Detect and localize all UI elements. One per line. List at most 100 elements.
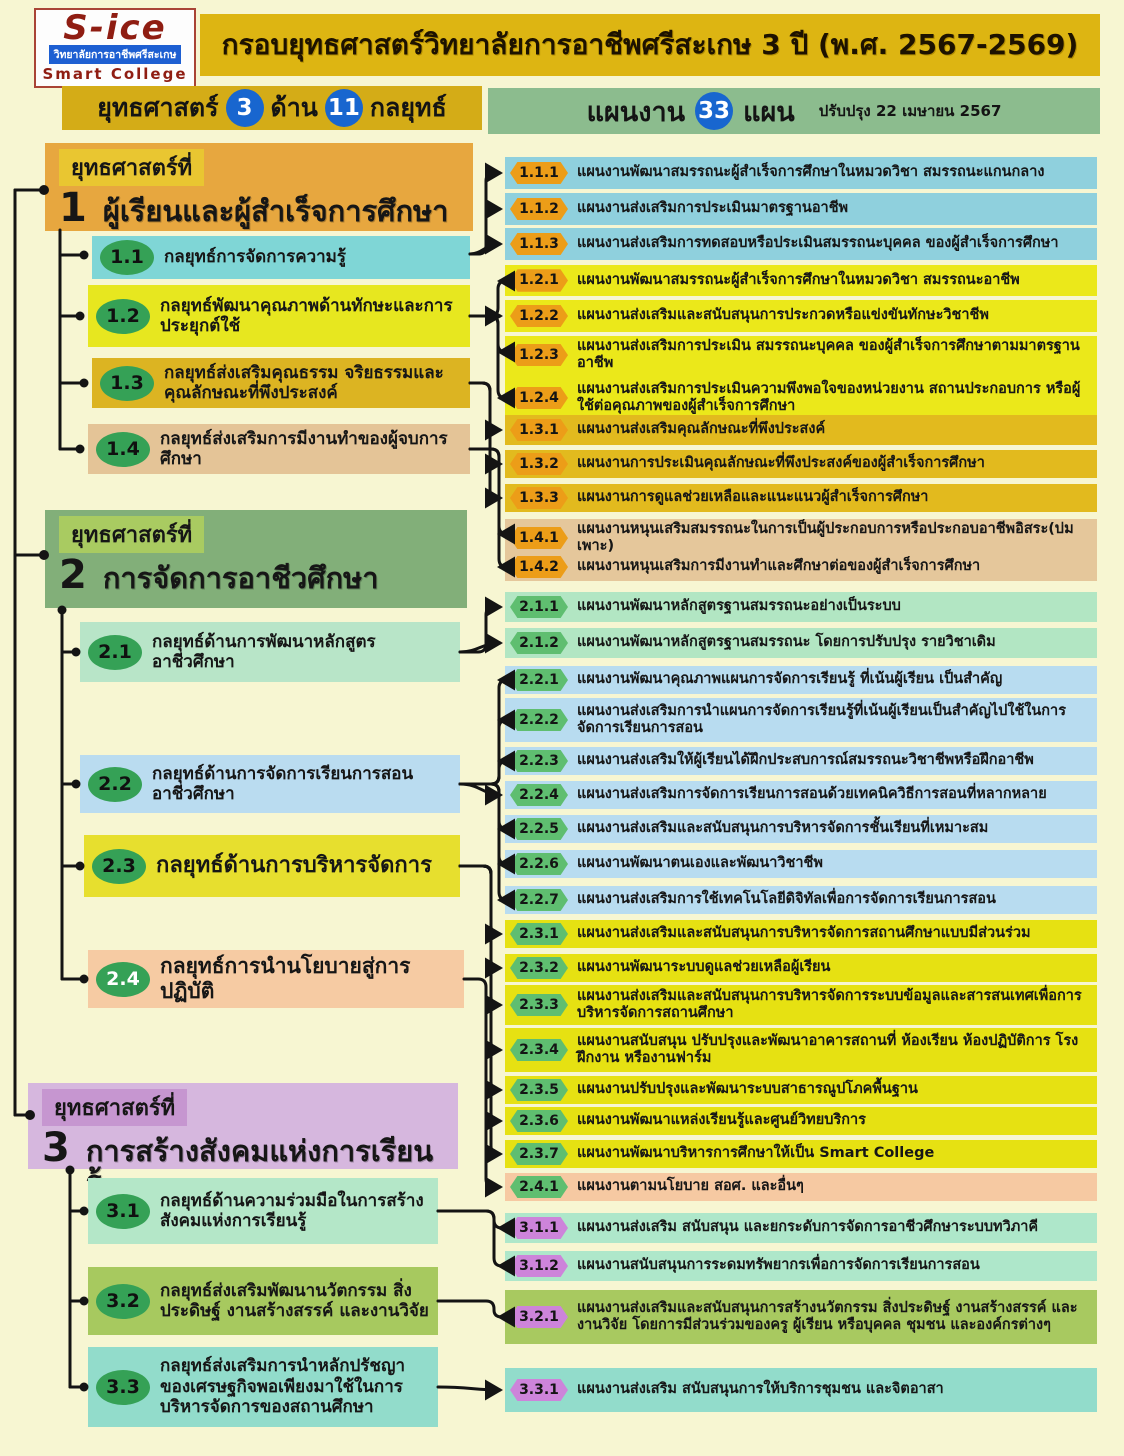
plan-label: แผนงานพัฒนาหลักสูตรฐานสมรรถนะอย่างเป็นระ… (577, 598, 901, 615)
tactic-1-4: 1.4 กลยุทธ์ส่งเสริมการมีงานทำของผู้จบการ… (88, 424, 470, 474)
plan-id-badge: 1.4.1 (510, 526, 568, 550)
strategy-1-tag: ยุทธศาสตร์ที่ (59, 149, 205, 186)
tactic-1-2-badge: 1.2 (96, 298, 150, 334)
plan-id-badge: 3.1.1 (510, 1216, 568, 1240)
plan-label: แผนงานพัฒนาบริหารการศึกษาให้เป็น Smart C… (577, 1145, 935, 1162)
plan-row-2-2-3: 2.2.3 แผนงานส่งเสริมให้ผู้เรียนได้ฝึกประ… (505, 747, 1097, 775)
plan-row-1-1-2: 1.1.2 แผนงานส่งเสริมการประเมินมาตรฐานอาช… (505, 193, 1097, 225)
plan-label: แผนงานส่งเสริมการทดสอบหรือประเมินสมรรถนะ… (577, 235, 1059, 252)
plan-id-badge: 2.2.2 (510, 708, 568, 732)
tactic-1-1-badge: 1.1 (100, 240, 154, 275)
plan-id-badge: 3.2.1 (510, 1305, 568, 1329)
logo-brand: S-ice (63, 8, 167, 49)
tactics-label: กลยุทธ์ (369, 93, 447, 122)
plan-id-badge: 3.3.1 (510, 1378, 568, 1402)
tactic-1-3: 1.3 กลยุทธ์ส่งเสริมคุณธรรม จริยธรรมและคุ… (92, 358, 470, 408)
plan-row-1-3-3: 1.3.3 แผนงานการดูแลช่วยเหลือและแนะแนวผู้… (505, 484, 1097, 512)
plan-row-2-3-2: 2.3.2 แผนงานพัฒนาระบบดูแลช่วยเหลือผู้เรี… (505, 954, 1097, 982)
tactic-3-1-label: กลยุทธ์ด้านความร่วมมือในการสร้างสังคมแห่… (160, 1190, 424, 1231)
plan-row-2-3-4: 2.3.4 แผนงานสนับสนุน ปรับปรุงและพัฒนาอาค… (505, 1028, 1097, 1072)
strategy-1-header: ยุทธศาสตร์ที่ 1 ผู้เรียนและผู้สำเร็จการศ… (45, 143, 473, 231)
plan-id-badge: 2.2.6 (510, 852, 568, 876)
plan-label: แผนงานส่งเสริมและสนับสนุนการบริหารจัดการ… (577, 987, 1082, 1021)
strategy-3-number: 3 (42, 1125, 70, 1171)
plan-row-2-1-2: 2.1.2 แผนงานพัฒนาหลักสูตรฐานสมรรถนะ โดยก… (505, 628, 1097, 658)
plan-row-2-3-3: 2.3.3 แผนงานส่งเสริมและสนับสนุนการบริหาร… (505, 985, 1097, 1025)
page-title: กรอบยุทธศาสตร์วิทยาลัยการอาชีพศรีสะเกษ 3… (200, 14, 1100, 76)
plan-label: แผนงานส่งเสริมและสนับสนุนการสร้างนวัตกรร… (577, 1299, 1078, 1333)
plan-row-2-3-6: 2.3.6 แผนงานพัฒนาแหล่งเรียนรู้และศูนย์วิ… (505, 1107, 1097, 1135)
plan-label: แผนงานพัฒนาแหล่งเรียนรู้และศูนย์วิทยบริก… (577, 1112, 866, 1129)
tactic-3-1: 3.1 กลยุทธ์ด้านความร่วมมือในการสร้างสังค… (88, 1178, 438, 1244)
plan-row-1-3-1: 1.3.1 แผนงานส่งเสริมคุณลักษณะที่พึงประสง… (505, 415, 1097, 445)
tactic-2-1-badge: 2.1 (88, 634, 142, 670)
strategies-count-badge: 3 (225, 89, 264, 127)
plan-row-2-1-1: 2.1.1 แผนงานพัฒนาหลักสูตรฐานสมรรถนะอย่าง… (505, 592, 1097, 622)
plan-id-badge: 2.2.1 (510, 668, 568, 692)
plan-row-1-4-1: 1.4.1 แผนงานหนุนเสริมสมรรถนะในการเป็นผู้… (505, 519, 1097, 558)
plan-label: แผนงานส่งเสริม สนับสนุนการให้บริการชุมชน… (577, 1381, 944, 1398)
plan-id-badge: 1.2.3 (510, 343, 568, 367)
plan-label: แผนงานส่งเสริมการใช้เทคโนโลยีดิจิทัลเพื่… (577, 891, 996, 908)
plan-label: แผนงานหนุนเสริมสมรรถนะในการเป็นผู้ประกอบ… (577, 521, 1074, 555)
plan-label: แผนงานส่งเสริมและสนับสนุนการประกวดหรือแข… (577, 307, 989, 324)
plan-row-2-3-1: 2.3.1 แผนงานส่งเสริมและสนับสนุนการบริหาร… (505, 920, 1097, 948)
plan-label: แผนงานส่งเสริมการประเมินความพึงพอใจของหน… (577, 380, 1081, 414)
plan-label: แผนงานส่งเสริมคุณลักษณะที่พึงประสงค์ (577, 421, 826, 438)
plan-id-badge: 1.3.3 (510, 486, 568, 510)
tactic-1-3-label: กลยุทธ์ส่งเสริมคุณธรรม จริยธรรมและคุณลัก… (164, 362, 444, 403)
plan-id-badge: 2.2.4 (510, 783, 568, 807)
tactic-2-2: 2.2 กลยุทธ์ด้านการจัดการเรียนการสอนอาชีว… (80, 755, 460, 813)
plan-label: แผนงานส่งเสริมการประเมิน สมรรถนะบุคคล ขอ… (577, 338, 1080, 372)
logo-org-name: วิทยาลัยการอาชีพศรีสะเกษ (48, 44, 182, 64)
tactic-3-2-badge: 3.2 (96, 1283, 150, 1319)
plan-row-2-2-7: 2.2.7 แผนงานส่งเสริมการใช้เทคโนโลยีดิจิท… (505, 886, 1097, 914)
strategy-2-number: 2 (59, 552, 87, 598)
tactic-2-4-badge: 2.4 (96, 961, 150, 997)
strategy-2-title: การจัดการอาชีวศึกษา (102, 561, 379, 595)
plan-id-badge: 2.1.2 (510, 631, 568, 655)
plan-row-1-2-1: 1.2.1 แผนงานพัฒนาสมรรถนะผู้สำเร็จการศึกษ… (505, 265, 1097, 296)
strategy-1-number: 1 (59, 185, 87, 231)
plan-id-badge: 2.3.6 (510, 1109, 568, 1133)
plan-label: แผนงานส่งเสริมการนำแผนการจัดการเรียนรู้ท… (577, 702, 1066, 736)
tactic-3-2: 3.2 กลยุทธ์ส่งเสริมพัฒนานวัตกรรม สิ่งประ… (88, 1267, 438, 1335)
strategies-label: ยุทธศาสตร์ (97, 93, 219, 122)
strategy-summary-bar: ยุทธศาสตร์ 3 ด้าน 11 กลยุทธ์ (62, 86, 482, 130)
plan-label: แผนงานการดูแลช่วยเหลือและแนะแนวผู้สำเร็จ… (577, 489, 929, 506)
plan-label: แผนงานส่งเสริมและสนับสนุนการบริหารจัดการ… (577, 820, 989, 837)
plan-id-badge: 2.3.1 (510, 922, 568, 946)
plan-row-2-3-7: 2.3.7 แผนงานพัฒนาบริหารการศึกษาให้เป็น S… (505, 1140, 1097, 1168)
plan-label: แผนงานส่งเสริม สนับสนุน และยกระดับการจัด… (577, 1219, 1039, 1236)
plan-id-badge: 3.1.2 (510, 1254, 568, 1278)
tactic-2-1-label: กลยุทธ์ด้านการพัฒนาหลักสูตรอาชีวศึกษา (152, 631, 376, 672)
plan-label: แผนงานปรับปรุงและพัฒนาระบบสาธารณูปโภคพื้… (577, 1081, 918, 1098)
plan-id-badge: 2.3.5 (510, 1078, 568, 1102)
plan-id-badge: 2.3.4 (510, 1038, 568, 1062)
plan-label: แผนงานส่งเสริมการประเมินมาตรฐานอาชีพ (577, 200, 849, 217)
plan-label: แผนงานพัฒนาระบบดูแลช่วยเหลือผู้เรียน (577, 959, 831, 976)
tactic-2-3: 2.3 กลยุทธ์ด้านการบริหารจัดการ (84, 835, 460, 897)
tactic-1-2-label: กลยุทธ์พัฒนาคุณภาพด้านทักษะและการประยุกต… (160, 295, 453, 336)
plan-label: แผนงานสนับสนุนการระดมทรัพยากรเพื่อการจัด… (577, 1257, 980, 1274)
college-logo: S-ice วิทยาลัยการอาชีพศรีสะเกษ Smart Col… (34, 8, 196, 88)
tactic-2-3-label: กลยุทธ์ด้านการบริหารจัดการ (156, 852, 432, 878)
plan-label: แผนงานส่งเสริมให้ผู้เรียนได้ฝึกประสบการณ… (577, 752, 1034, 769)
plan-row-3-2-1: 3.2.1 แผนงานส่งเสริมและสนับสนุนการสร้างน… (505, 1290, 1097, 1344)
plan-id-badge: 1.1.1 (510, 161, 568, 185)
plan-id-badge: 1.2.2 (510, 304, 568, 328)
plan-row-3-1-1: 3.1.1 แผนงานส่งเสริม สนับสนุน และยกระดับ… (505, 1213, 1097, 1243)
logo-tagline: Smart College (42, 64, 188, 83)
plan-row-1-2-3: 1.2.3 แผนงานส่งเสริมการประเมิน สมรรถนะบุ… (505, 336, 1097, 375)
strategy-2-tag: ยุทธศาสตร์ที่ (59, 516, 205, 553)
plan-label: แผนงานการประเมินคุณลักษณะที่พึงประสงค์ขอ… (577, 455, 985, 472)
tactic-1-2: 1.2 กลยุทธ์พัฒนาคุณภาพด้านทักษะและการประ… (88, 285, 470, 347)
plans-count-badge: 33 (695, 92, 734, 130)
plan-label: แผนงานพัฒนาตนเองและพัฒนาวิชาชีพ (577, 855, 823, 872)
plan-row-3-3-1: 3.3.1 แผนงานส่งเสริม สนับสนุนการให้บริกา… (505, 1368, 1097, 1412)
plan-id-badge: 1.2.4 (510, 386, 568, 410)
tactic-3-3-badge: 3.3 (96, 1369, 150, 1405)
tactic-2-2-badge: 2.2 (88, 766, 142, 802)
plan-row-2-4-1: 2.4.1 แผนงานตามนโยบาย สอศ. และอื่นๆ (505, 1173, 1097, 1201)
plan-label: แผนงานพัฒนาหลักสูตรฐานสมรรถนะ โดยการปรับ… (577, 634, 996, 651)
